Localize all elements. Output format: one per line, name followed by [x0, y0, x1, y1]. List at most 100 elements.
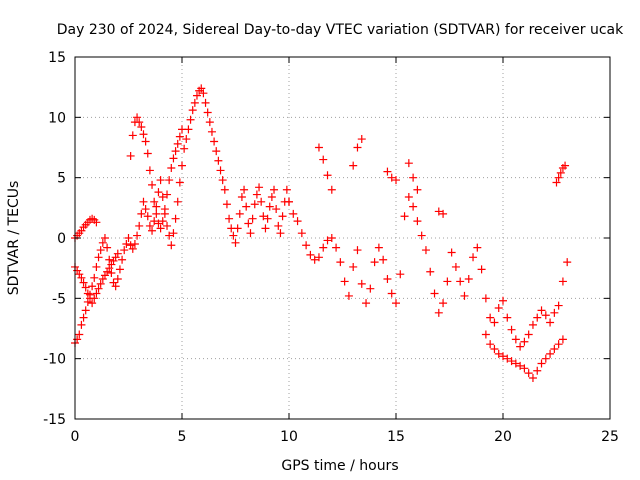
data-point	[400, 212, 409, 221]
data-point	[158, 192, 167, 201]
data-point	[173, 139, 182, 148]
data-point	[383, 167, 392, 176]
data-point	[554, 301, 563, 310]
data-point	[113, 249, 122, 258]
data-point	[486, 313, 495, 322]
data-point	[396, 270, 405, 279]
data-point	[165, 231, 174, 240]
data-point	[92, 262, 101, 271]
data-point	[503, 354, 512, 363]
data-point	[421, 246, 430, 255]
data-point	[353, 143, 362, 152]
x-tick-label: 25	[601, 429, 619, 445]
data-point	[460, 291, 469, 300]
data-point	[141, 205, 150, 214]
data-point	[516, 342, 525, 351]
data-point	[344, 291, 353, 300]
data-point	[203, 108, 212, 117]
data-point	[379, 255, 388, 264]
data-point	[192, 91, 201, 100]
data-point	[178, 161, 186, 170]
data-point	[186, 115, 195, 124]
data-point	[115, 265, 124, 274]
data-point	[533, 313, 542, 322]
data-point	[451, 262, 460, 271]
data-point	[537, 306, 546, 315]
data-point	[524, 369, 533, 378]
data-point	[285, 197, 293, 206]
data-point	[456, 277, 465, 286]
data-point	[98, 238, 107, 247]
y-tick-label: 5	[57, 171, 66, 187]
data-point	[128, 244, 137, 253]
data-point	[314, 143, 323, 152]
data-point	[464, 275, 473, 284]
data-point	[248, 214, 257, 223]
data-point	[118, 255, 127, 264]
data-point	[340, 277, 349, 286]
data-point	[409, 202, 418, 211]
data-point	[240, 185, 249, 194]
data-point	[220, 185, 229, 194]
data-point	[255, 183, 264, 192]
data-point	[387, 173, 396, 182]
data-point	[499, 352, 507, 361]
data-point	[156, 224, 165, 233]
data-point	[511, 335, 520, 344]
data-point	[314, 253, 323, 262]
data-point	[212, 147, 221, 156]
data-point	[169, 154, 178, 163]
data-point	[100, 234, 109, 242]
data-point	[75, 330, 84, 339]
data-point	[323, 236, 332, 245]
data-point	[297, 229, 306, 238]
data-point	[126, 151, 135, 160]
data-point	[152, 209, 161, 218]
data-point	[156, 176, 165, 185]
data-point	[165, 176, 174, 185]
data-point	[357, 279, 366, 288]
data-point	[133, 113, 142, 122]
data-point	[73, 335, 82, 344]
data-point	[96, 279, 105, 288]
data-point	[92, 289, 101, 298]
data-point	[235, 209, 244, 218]
data-point	[499, 296, 507, 305]
data-point	[282, 185, 291, 194]
x-tick-label: 10	[280, 429, 298, 445]
data-point	[94, 253, 103, 262]
data-point	[516, 361, 525, 370]
data-point	[552, 178, 561, 187]
data-point	[175, 178, 184, 187]
data-point	[150, 217, 159, 226]
x-tick-label: 5	[178, 429, 187, 445]
data-point	[550, 345, 559, 354]
data-point	[473, 243, 482, 252]
data-point	[541, 354, 550, 363]
data-point	[490, 318, 499, 327]
data-point	[362, 299, 371, 308]
data-point	[242, 202, 251, 211]
data-point	[511, 359, 520, 368]
data-point	[81, 283, 90, 292]
data-point	[520, 364, 529, 373]
data-point	[528, 320, 537, 329]
y-tick-label: 15	[48, 50, 66, 66]
data-point	[222, 200, 231, 209]
y-tick-label: 0	[57, 231, 66, 247]
data-point	[225, 214, 234, 223]
data-point	[349, 262, 358, 271]
data-point	[88, 282, 97, 291]
data-point	[139, 130, 148, 139]
data-point	[158, 217, 167, 226]
data-point	[124, 234, 133, 242]
x-tick-label: 20	[494, 429, 512, 445]
data-point	[88, 299, 97, 308]
data-point	[105, 255, 114, 264]
data-point	[443, 277, 452, 286]
data-point	[163, 190, 172, 199]
data-point	[550, 308, 559, 317]
data-point	[447, 248, 456, 257]
